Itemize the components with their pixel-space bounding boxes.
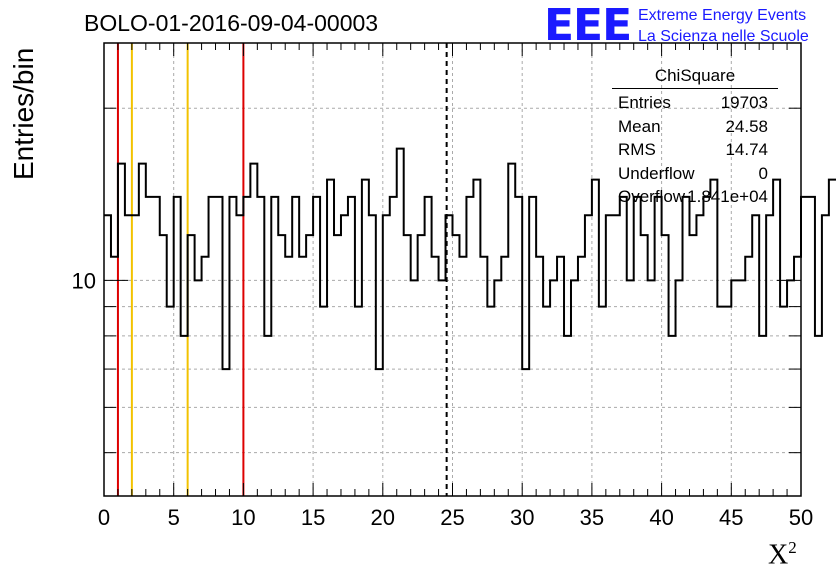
- x-axis-label-base: X: [768, 539, 789, 571]
- stats-box: ChiSquare Entries 19703 Mean 24.58 RMS 1…: [612, 66, 778, 209]
- stats-value: 0: [758, 163, 768, 183]
- stats-value: 24.58: [725, 116, 768, 136]
- stats-key: Entries: [618, 93, 671, 112]
- y-tick-label: 10: [72, 268, 96, 293]
- stats-row-rms: RMS 14.74: [612, 138, 778, 162]
- logo-mark: EEE: [544, 0, 632, 51]
- x-tick-label: 15: [301, 505, 325, 530]
- logo-line-1: Extreme Energy Events: [638, 7, 807, 24]
- stats-key: Underflow: [618, 163, 695, 183]
- histogram-series: [104, 147, 836, 371]
- x-axis-label-superscript: 2: [788, 538, 797, 557]
- x-tick-label: 35: [580, 505, 604, 530]
- stats-value: 19703: [720, 93, 768, 112]
- stats-key: Mean: [618, 116, 661, 136]
- x-axis-label: X2: [768, 538, 797, 571]
- x-tick-label: 50: [789, 505, 813, 530]
- x-tick-label: 40: [649, 505, 673, 530]
- stats-key: Overflow: [618, 187, 686, 206]
- y-axis-label: Entries/bin: [8, 47, 39, 180]
- stats-row-entries: Entries 19703: [612, 91, 778, 115]
- x-tick-label: 30: [510, 505, 534, 530]
- stats-row-overflow: Overflow 1.841e+04: [612, 185, 778, 209]
- stats-value: 14.74: [725, 140, 768, 159]
- logo-line-2: La Scienza nelle Scuole: [638, 28, 809, 45]
- x-tick-label: 20: [371, 505, 395, 530]
- x-tick-label: 5: [168, 505, 180, 530]
- x-tick-label: 25: [440, 505, 464, 530]
- x-tick-label: 10: [231, 505, 255, 530]
- stats-value: 1.841e+04: [687, 187, 768, 206]
- stats-row-underflow: Underflow 0: [612, 162, 778, 186]
- stats-title: ChiSquare: [612, 66, 778, 89]
- x-tick-label: 45: [719, 505, 743, 530]
- x-tick-label: 0: [98, 505, 110, 530]
- stats-key: RMS: [618, 140, 656, 159]
- chart-title: BOLO-01-2016-09-04-00003: [84, 10, 379, 36]
- stats-row-mean: Mean 24.58: [612, 115, 778, 139]
